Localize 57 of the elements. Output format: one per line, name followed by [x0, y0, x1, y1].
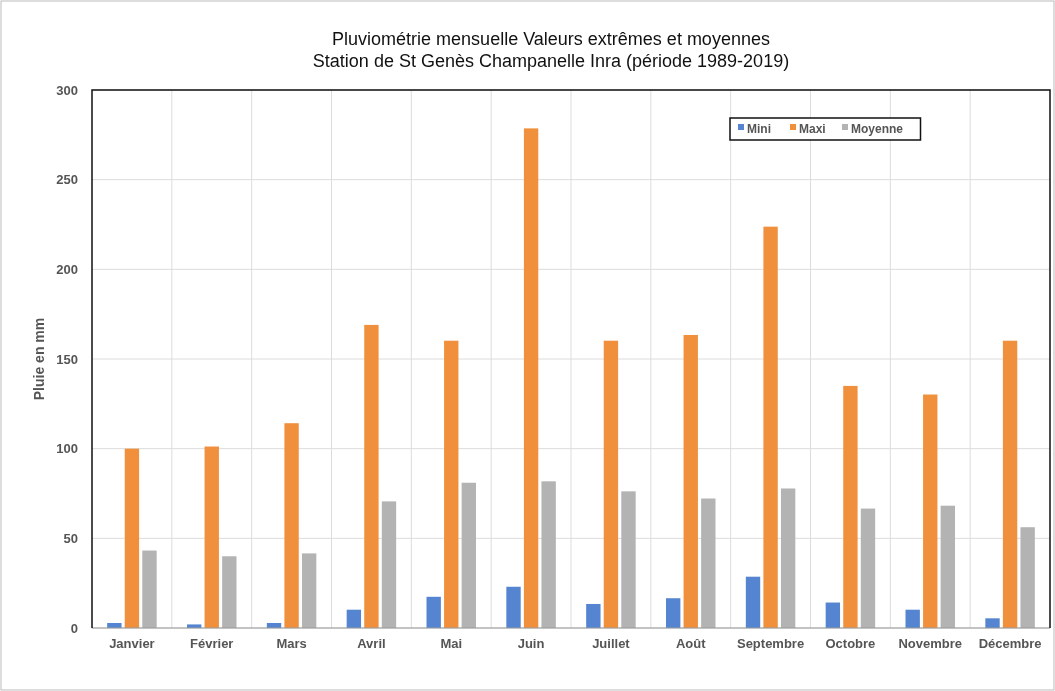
bar: [780, 488, 796, 628]
y-axis-title: Pluie en mm: [31, 317, 47, 401]
bar: [301, 553, 317, 628]
x-tick-label: Janvier: [109, 636, 155, 651]
bar: [763, 226, 778, 628]
y-tick-label: 300: [56, 82, 78, 98]
y-tick-label: 250: [56, 172, 78, 188]
x-tick-label: Février: [190, 636, 234, 651]
y-tick-label: 200: [56, 261, 78, 277]
y-tick-label: 50: [63, 530, 78, 546]
bar: [142, 550, 157, 628]
y-tick-label: 100: [56, 441, 78, 457]
bar: [923, 394, 938, 628]
bar: [381, 501, 397, 628]
bar: [1020, 527, 1035, 628]
bar: [426, 596, 441, 628]
bar: [506, 586, 521, 628]
y-tick-label: 0: [70, 620, 78, 636]
bar: [1002, 340, 1018, 628]
y-tick-label: 150: [56, 351, 78, 367]
bar: [204, 446, 219, 628]
bar: [825, 602, 841, 628]
bar: [444, 340, 459, 628]
chart-title: Pluviométrie mensuelle Valeurs extrêmes et moyennes Station de St Genès Champanelle Inra (période 1989-2019): [312, 29, 790, 71]
x-tick-label: Novembre: [898, 636, 963, 651]
legend-label: Maxi: [799, 122, 826, 136]
bar: [905, 609, 920, 628]
bar: [985, 618, 1000, 628]
bar: [940, 505, 955, 628]
legend-label: Mini: [747, 122, 771, 136]
x-tick-label: Mars: [276, 636, 307, 651]
x-tick-label: Juin: [517, 636, 545, 651]
bar: [124, 448, 140, 628]
x-tick-label: Juillet: [592, 636, 631, 651]
legend-label: Moyenne: [851, 122, 904, 136]
x-tick-label: Décembre: [978, 636, 1042, 651]
bar: [843, 385, 858, 628]
bar: [364, 324, 379, 628]
bar: [683, 334, 698, 628]
bar: [346, 609, 362, 628]
bar: [603, 340, 619, 628]
x-tick-label: Septembre: [736, 636, 805, 651]
bar: [701, 498, 716, 628]
x-tick-label: Octobre: [825, 636, 876, 651]
bar: [523, 128, 539, 628]
bar: [586, 603, 601, 628]
x-tick-label: Mai: [440, 636, 463, 651]
bar: [860, 508, 876, 628]
bar: [666, 598, 681, 628]
x-tick-label: Avril: [357, 636, 386, 651]
bar: [284, 423, 299, 628]
bar: [222, 556, 237, 628]
x-tick-label: Août: [675, 636, 707, 651]
bar: [745, 576, 761, 628]
bar: [461, 482, 476, 628]
bar: [541, 481, 556, 628]
bar: [621, 491, 636, 628]
